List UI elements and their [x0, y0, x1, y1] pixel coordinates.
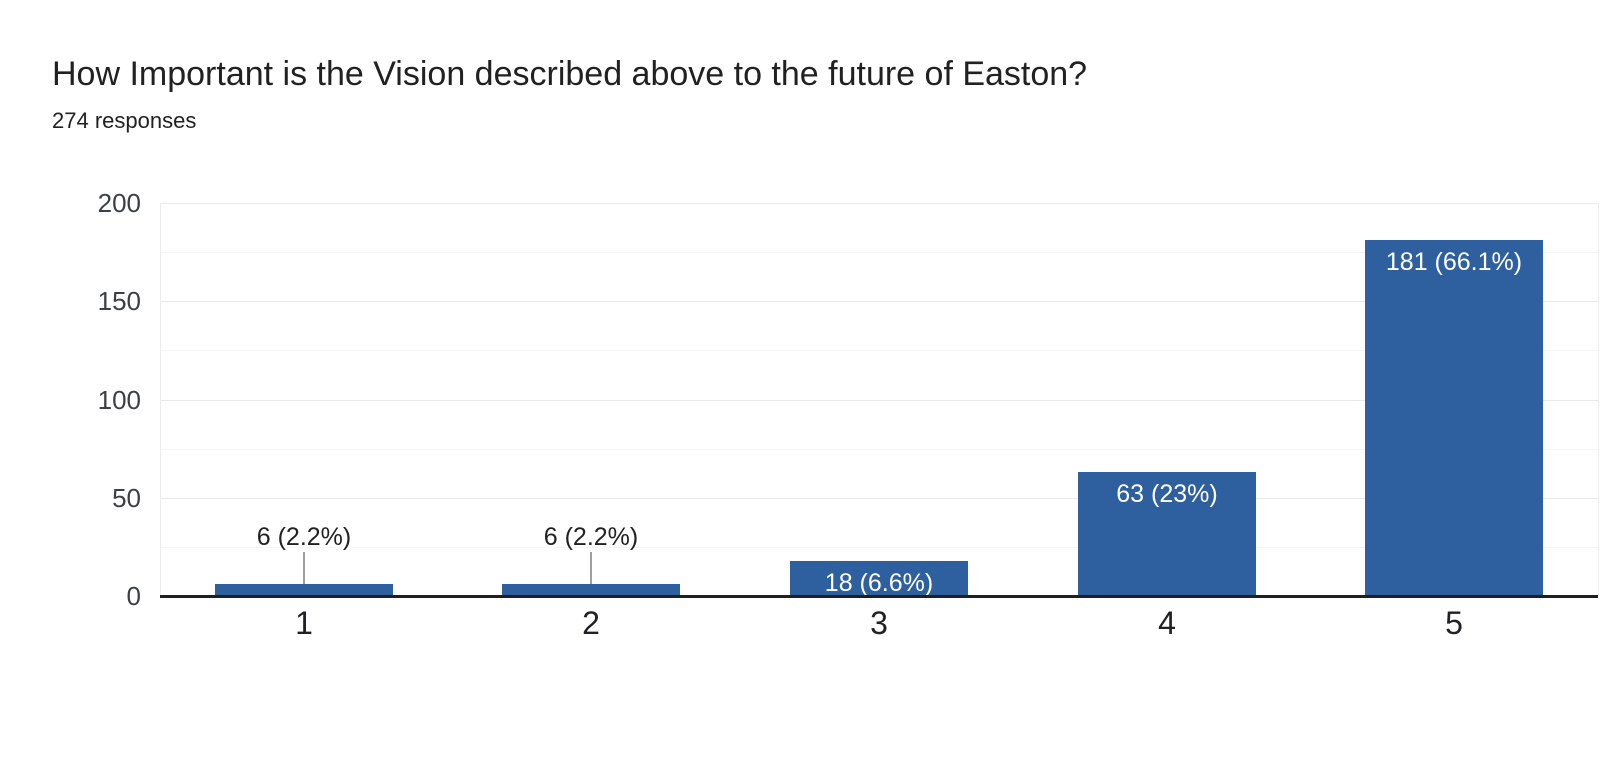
x-axis-category-label: 2 [582, 605, 600, 641]
plot-left-border [160, 203, 161, 596]
major-gridline [160, 400, 1598, 401]
minor-gridline [160, 252, 1598, 253]
bar-value-label: 6 (2.2%) [543, 523, 639, 551]
minor-gridline [160, 449, 1598, 450]
annotation-stem [303, 552, 305, 584]
bar-value-label: 181 (66.1%) [1385, 248, 1523, 276]
bar [1078, 472, 1256, 596]
y-axis-tick-label: 150 [97, 286, 141, 316]
major-gridline [160, 203, 1598, 204]
major-gridline [160, 498, 1598, 499]
bar-value-label: 6 (2.2%) [256, 523, 352, 551]
question-title: How Important is the Vision described ab… [52, 55, 1088, 93]
x-axis-category-label: 5 [1445, 605, 1463, 641]
y-axis-tick-label: 200 [97, 188, 141, 218]
response-count: 274 responses [52, 108, 197, 133]
bar-value-label: 63 (23%) [1116, 480, 1218, 508]
x-axis-baseline [160, 595, 1598, 598]
major-gridline [160, 301, 1598, 302]
minor-gridline [160, 547, 1598, 548]
y-axis-tick-label: 50 [112, 483, 141, 513]
bar [1365, 240, 1543, 596]
plot-right-border [1598, 203, 1599, 596]
bar [215, 584, 393, 596]
x-axis-category-label: 4 [1158, 605, 1176, 641]
bar [790, 561, 968, 596]
bar-value-label: 18 (6.6%) [824, 569, 934, 597]
bar [502, 584, 680, 596]
minor-gridline [160, 350, 1598, 351]
x-axis-category-label: 3 [870, 605, 888, 641]
y-axis-tick-label: 0 [126, 581, 141, 611]
y-axis-tick-label: 100 [97, 385, 141, 415]
x-axis-category-label: 1 [295, 605, 313, 641]
annotation-stem [590, 552, 592, 584]
